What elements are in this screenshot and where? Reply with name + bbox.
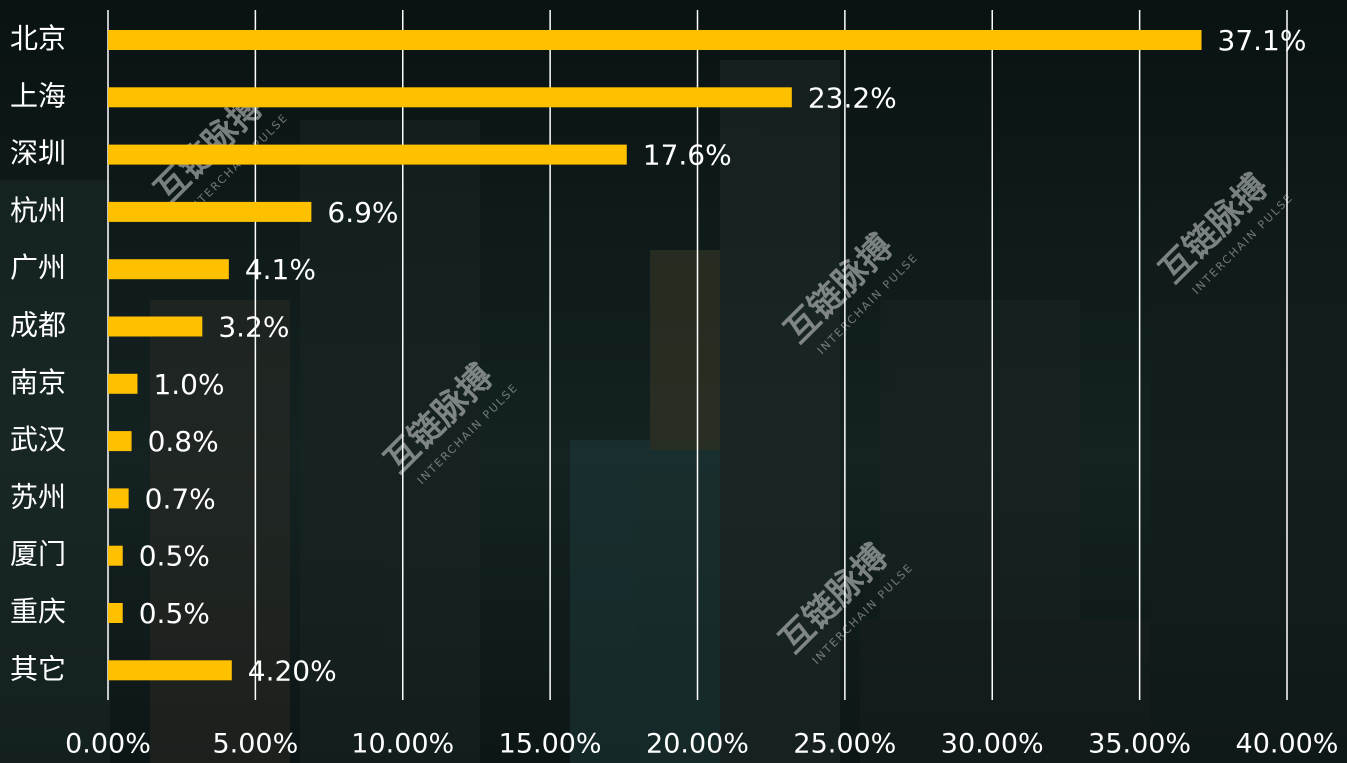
data-label: 23.2% <box>808 81 897 114</box>
y-tick-label: 成都 <box>10 309 66 342</box>
bar <box>108 144 627 165</box>
x-tick-label: 30.00% <box>941 729 1044 760</box>
data-label: 3.2% <box>218 311 289 344</box>
x-tick-label: 15.00% <box>499 729 602 760</box>
data-label: 1.0% <box>153 368 224 401</box>
data-label: 4.20% <box>248 654 337 687</box>
bar <box>108 373 138 394</box>
bar <box>108 316 203 337</box>
y-tick-label: 重庆 <box>10 595 66 628</box>
y-tick-label: 厦门 <box>10 538 66 571</box>
bar <box>108 603 123 623</box>
data-label: 37.1% <box>1218 24 1307 57</box>
y-tick-label: 深圳 <box>10 137 66 170</box>
data-label: 0.5% <box>139 597 210 630</box>
y-tick-label: 武汉 <box>10 423 66 456</box>
y-tick-label: 北京 <box>10 22 66 55</box>
bar <box>108 87 792 108</box>
data-label: 6.9% <box>327 196 398 229</box>
bar <box>108 259 229 280</box>
y-tick-label: 南京 <box>10 366 66 399</box>
x-tick-label: 35.00% <box>1088 729 1191 760</box>
x-tick-label: 0.00% <box>65 729 151 760</box>
bar <box>108 545 123 566</box>
x-tick-label: 40.00% <box>1236 729 1339 760</box>
x-tick-label: 20.00% <box>646 729 749 760</box>
data-label: 0.7% <box>145 482 216 515</box>
bar <box>108 431 132 452</box>
bar <box>108 660 232 681</box>
x-tick-label: 10.00% <box>351 729 454 760</box>
data-label: 17.6% <box>643 139 732 172</box>
data-label: 0.5% <box>139 540 210 573</box>
y-tick-label: 上海 <box>10 79 66 112</box>
data-label: 0.8% <box>148 425 219 458</box>
city-backdrop <box>0 60 1347 763</box>
y-tick-label: 杭州 <box>10 194 66 227</box>
x-tick-label: 5.00% <box>212 729 298 760</box>
data-label: 4.1% <box>245 253 316 286</box>
y-tick-label: 广州 <box>10 251 66 284</box>
y-tick-label: 其它 <box>10 652 66 685</box>
bar <box>108 201 312 222</box>
bar <box>108 30 1202 50</box>
x-tick-label: 25.00% <box>793 729 896 760</box>
bar <box>108 488 129 509</box>
y-tick-label: 苏州 <box>10 480 66 513</box>
